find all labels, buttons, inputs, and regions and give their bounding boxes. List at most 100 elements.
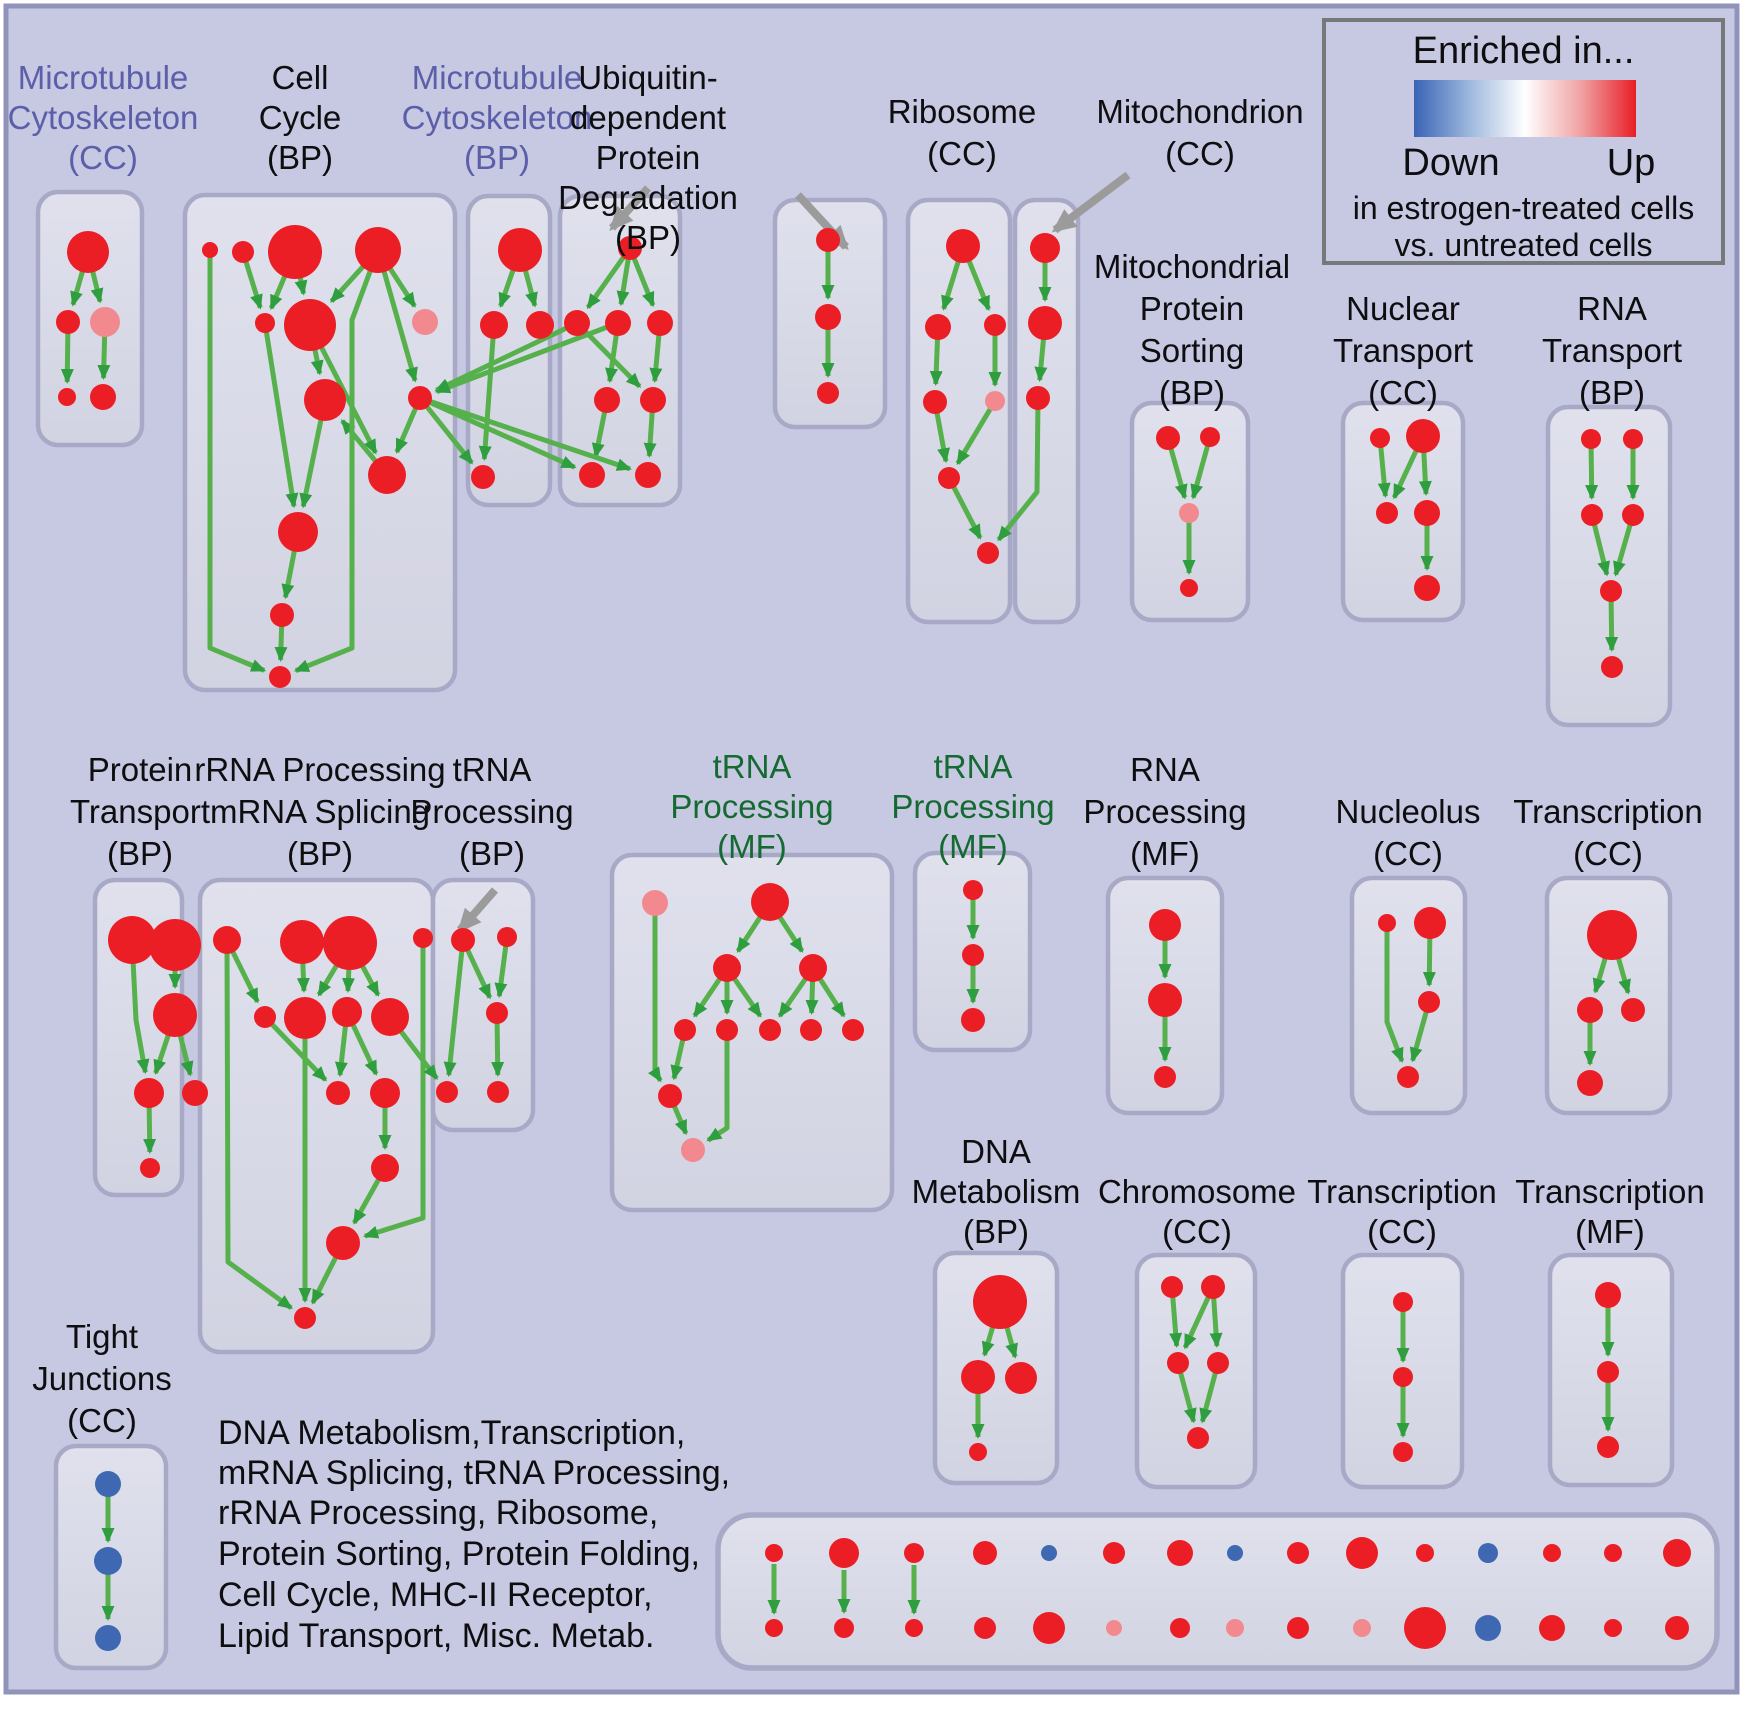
go-term-node-blue <box>95 1625 121 1651</box>
enrichment-edge <box>648 903 663 1083</box>
go-term-node-red <box>284 997 326 1039</box>
go-term-node-red <box>487 1081 509 1103</box>
go-term-node-red <box>1665 1616 1689 1640</box>
go-term-node-red <box>1370 428 1390 448</box>
go-term-node-red <box>716 1019 738 1041</box>
misc-terms-panel <box>715 1512 1720 1671</box>
enrichment-edge <box>1384 923 1405 1063</box>
go-term-node-red <box>1033 1612 1065 1644</box>
enrichment-edge <box>585 246 633 310</box>
go-term-node-blue <box>1041 1545 1057 1561</box>
go-term-node-red <box>973 1275 1027 1329</box>
go-term-node-red <box>1414 500 1440 526</box>
go-group-box-dna-metabolism-bp <box>932 1250 1060 1486</box>
go-term-node-red <box>332 997 362 1027</box>
go-term-node-red <box>268 225 322 279</box>
go-term-node-red <box>579 462 605 488</box>
go-term-node-red <box>961 1008 985 1032</box>
go-term-node-red <box>1287 1542 1309 1564</box>
go-term-node-red <box>1418 991 1440 1013</box>
go-term-node-red <box>269 666 291 688</box>
go-term-node-red <box>1207 1352 1229 1374</box>
enrichment-edge <box>434 320 579 393</box>
go-term-node-red <box>817 382 839 404</box>
enrichment-edge <box>419 395 632 472</box>
go-term-node-red <box>816 228 840 252</box>
go-term-node-red <box>1577 1070 1603 1096</box>
enrichment-edge <box>418 396 474 465</box>
go-term-node-red <box>765 1619 783 1637</box>
go-term-node-red <box>1376 502 1398 524</box>
go-group-box-chromosome-cc <box>1134 1252 1258 1490</box>
go-term-node-red <box>486 1002 508 1024</box>
legend-down-label: Down <box>1402 142 1500 184</box>
go-term-node-red <box>1005 1362 1037 1394</box>
go-term-node-pink <box>412 309 438 335</box>
go-term-node-red <box>1414 575 1440 601</box>
go-term-node-red <box>658 1084 682 1108</box>
legend-subtitle-line1: in estrogen-treated cells <box>1352 190 1695 226</box>
go-term-node-red <box>56 310 80 334</box>
enrichment-edge <box>706 1030 730 1143</box>
enrichment-edge <box>207 250 267 673</box>
go-term-node-red <box>1416 1544 1434 1562</box>
go-term-node-red <box>108 916 156 964</box>
go-term-node-red <box>1287 1617 1309 1639</box>
enrichment-edge <box>434 320 619 394</box>
go-term-node-red <box>1581 429 1601 449</box>
enrichment-edge <box>946 476 983 540</box>
enrichment-edge <box>262 322 299 509</box>
go-term-node-red <box>1187 1427 1209 1449</box>
enrichment-edge <box>1190 436 1213 500</box>
go-term-node-red <box>1622 504 1644 526</box>
go-term-node-red <box>647 310 673 336</box>
enrichment-edge <box>996 397 1041 542</box>
go-term-node-red <box>213 926 241 954</box>
go-term-node-red <box>1604 1619 1622 1637</box>
go-term-node-red <box>984 314 1006 336</box>
go-term-node-red <box>564 310 590 336</box>
go-term-node-red <box>961 1360 995 1394</box>
go-term-node-red <box>1577 997 1603 1023</box>
go-term-node-red <box>963 880 983 900</box>
go-term-node-red <box>923 390 947 414</box>
go-term-node-red <box>635 462 661 488</box>
go-term-node-red <box>674 1019 696 1041</box>
go-term-node-red <box>905 1619 923 1637</box>
go-group-box-cell-cycle <box>182 192 458 693</box>
go-term-node-red <box>370 1078 400 1108</box>
go-term-node-red <box>618 236 642 260</box>
go-term-node-red <box>371 998 409 1036</box>
go-term-node-red <box>355 227 401 273</box>
go-term-node-red <box>254 1006 276 1028</box>
go-term-node-red <box>436 1081 458 1103</box>
go-term-node-red <box>1397 1066 1419 1088</box>
go-group-box-transcription-cc-mid <box>1544 875 1673 1116</box>
go-group-box-nuclear-transport-cc <box>1340 400 1466 623</box>
go-term-node-red <box>1180 579 1198 597</box>
go-term-node-red <box>1597 1436 1619 1458</box>
go-term-node-red <box>800 1019 822 1041</box>
go-term-node-red <box>451 928 475 952</box>
go-term-node-pink <box>1353 1619 1371 1637</box>
go-term-node-red <box>134 1078 164 1108</box>
go-term-node-red <box>969 1443 987 1461</box>
go-term-node-red <box>323 916 377 970</box>
go-term-node-red <box>1378 914 1396 932</box>
go-term-node-red <box>815 304 841 330</box>
go-term-node-red <box>925 314 951 340</box>
go-term-node-red <box>304 379 346 421</box>
go-term-node-red <box>1414 907 1446 939</box>
go-term-node-red <box>829 1538 859 1568</box>
go-term-node-pink <box>1226 1619 1244 1637</box>
go-term-node-red <box>640 387 666 413</box>
go-term-node-red <box>938 467 960 489</box>
go-term-node-red <box>413 928 433 948</box>
go-term-node-red <box>368 456 406 494</box>
go-term-node-red <box>67 231 109 273</box>
go-term-node-red <box>1170 1618 1190 1638</box>
go-term-node-red <box>1623 429 1643 449</box>
go-term-node-red <box>1597 1361 1619 1383</box>
legend-box: Enriched in... Down Up in estrogen-treat… <box>1322 18 1725 265</box>
